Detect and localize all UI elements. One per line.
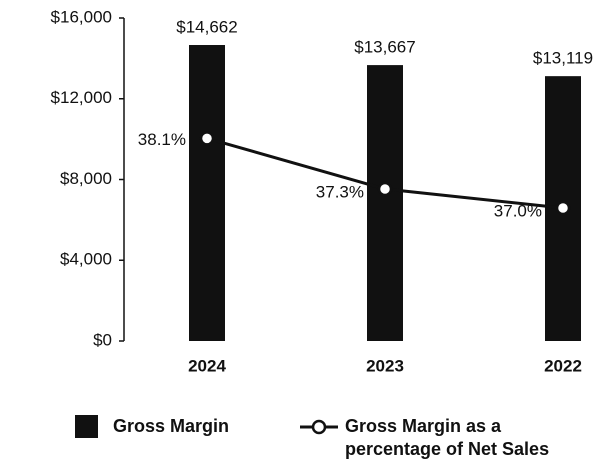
- y-tick-label: $0: [93, 330, 112, 349]
- legend-swatch: [75, 415, 98, 438]
- legend-label: Gross Margin as a percentage of Net Sale…: [345, 416, 550, 459]
- bar-value-label: $14,662: [176, 17, 237, 36]
- x-tick-label: 2023: [366, 356, 404, 375]
- y-tick-label: $16,000: [51, 7, 112, 26]
- bar: [189, 45, 225, 342]
- bar-value-label: $13,119: [533, 49, 593, 68]
- y-tick-label: $8,000: [60, 169, 112, 188]
- line-marker: [555, 200, 571, 216]
- legend-marker: [311, 419, 327, 435]
- y-tick-label: $12,000: [51, 88, 112, 107]
- x-tick-label: 2022: [544, 356, 582, 375]
- line-value-label: 37.3%: [316, 182, 364, 201]
- line-value-label: 38.1%: [138, 130, 186, 149]
- line-value-label: 37.0%: [494, 201, 542, 220]
- x-tick-label: 2024: [188, 356, 226, 375]
- legend-label: Gross Margin: [113, 416, 230, 436]
- line-marker: [199, 131, 215, 146]
- bar: [367, 65, 403, 341]
- bar-value-label: $13,667: [354, 38, 415, 57]
- y-tick-label: $4,000: [60, 250, 112, 269]
- line-marker: [377, 181, 393, 197]
